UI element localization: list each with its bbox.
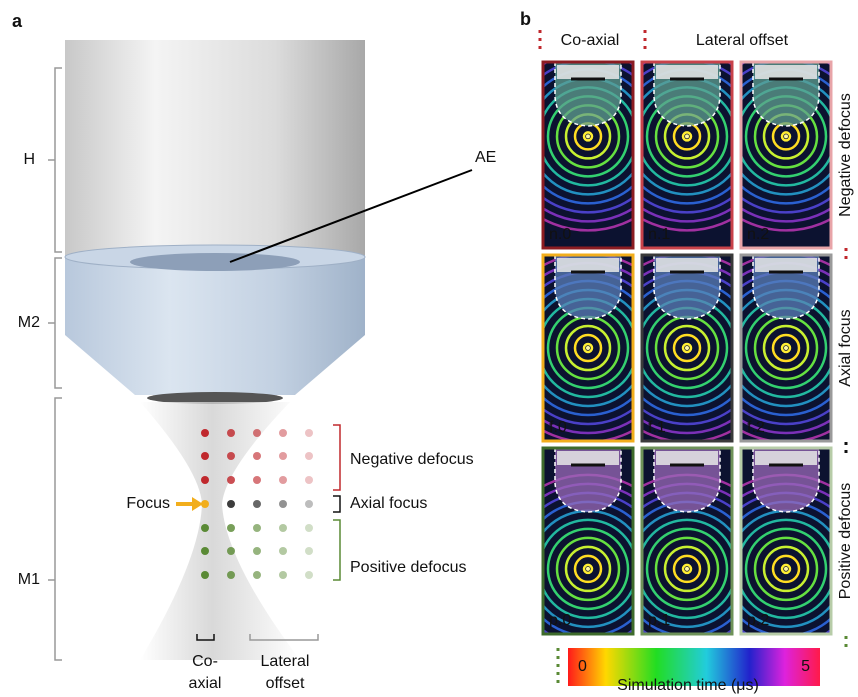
annotation: AE <box>475 149 496 166</box>
transducer-top <box>755 65 817 79</box>
transducer-top <box>656 258 718 272</box>
row-label: Positive defocus <box>350 559 467 576</box>
row-label: Negative defocus <box>350 451 474 468</box>
housing <box>65 40 365 255</box>
dot <box>201 429 209 437</box>
beam <box>140 402 300 660</box>
dot <box>227 547 235 555</box>
tile-label: f.0 <box>549 419 567 436</box>
focus-dot <box>586 567 590 571</box>
row-labels: Negative defocus Axial focus Positive defo… <box>333 425 474 580</box>
dot <box>305 524 313 532</box>
bracket <box>333 496 340 512</box>
bracket-label: H <box>23 151 35 168</box>
dot <box>279 571 287 579</box>
dot <box>227 524 235 532</box>
tile-label: n.1 <box>648 226 670 243</box>
tile-label: f.2 <box>747 419 765 436</box>
dot <box>253 452 261 460</box>
dot <box>227 571 235 579</box>
transducer-top <box>557 451 619 465</box>
dot <box>279 524 287 532</box>
tile-label: n.0 <box>549 226 571 243</box>
dot <box>279 500 287 508</box>
dot <box>227 476 235 484</box>
dot <box>201 524 209 532</box>
dot <box>253 476 261 484</box>
dot <box>279 476 287 484</box>
column-label: Lateral offset <box>696 32 789 49</box>
tile-label: p.2 <box>747 612 769 629</box>
column-label: offset <box>266 675 305 692</box>
bracket <box>333 520 340 580</box>
transducer-top <box>656 451 718 465</box>
column-label: axial <box>189 675 222 692</box>
dot <box>305 476 313 484</box>
focus-dot <box>784 567 788 571</box>
dot <box>253 571 261 579</box>
lens-cone <box>65 335 365 395</box>
bracket-label: M2 <box>18 314 40 331</box>
dot <box>201 452 209 460</box>
dot <box>253 547 261 555</box>
dot <box>227 452 235 460</box>
dot <box>201 500 209 508</box>
transducer-top <box>557 65 619 79</box>
transducer-top <box>557 258 619 272</box>
transducer-top <box>755 451 817 465</box>
row-label: Negative defocus <box>837 93 854 217</box>
focus-dot <box>586 346 590 350</box>
panel-label: b <box>520 9 531 29</box>
dot <box>227 429 235 437</box>
dot <box>279 429 287 437</box>
column-label: Co-axial <box>561 32 620 49</box>
dot <box>305 547 313 555</box>
dot <box>201 476 209 484</box>
focus-dot <box>685 567 689 571</box>
tile-label: p.0 <box>549 612 571 629</box>
focus-dot <box>784 134 788 138</box>
column-label: Co- <box>192 653 218 670</box>
dot <box>227 500 235 508</box>
dot <box>253 500 261 508</box>
colorbar-max: 5 <box>801 658 810 675</box>
focus-dot <box>685 134 689 138</box>
bracket-label: M1 <box>18 571 40 588</box>
colorbar-min: 0 <box>578 658 587 675</box>
dot <box>253 429 261 437</box>
brackets <box>48 68 62 660</box>
panel-label: a <box>12 11 23 31</box>
colorbar-title: Simulation time (μs) <box>617 677 759 694</box>
dot <box>201 547 209 555</box>
dot <box>279 452 287 460</box>
focus-dot <box>784 346 788 350</box>
aperture <box>130 253 300 271</box>
transducer-top <box>755 258 817 272</box>
tile-label: f.1 <box>648 419 666 436</box>
dot <box>201 571 209 579</box>
transducer-top <box>656 65 718 79</box>
focus-dot <box>685 346 689 350</box>
column-label: Lateral <box>261 653 310 670</box>
focus-dot <box>586 134 590 138</box>
tile-label: n.2 <box>747 226 769 243</box>
dot <box>253 524 261 532</box>
dot <box>305 429 313 437</box>
row-label: Axial focus <box>350 495 427 512</box>
tile-label: p.1 <box>648 612 670 629</box>
page: a H M2 M1 AE Focus Negative defocus Axial… <box>0 0 858 697</box>
figure: a H M2 M1 AE Focus Negative defocus Axial… <box>0 0 858 697</box>
dot <box>305 500 313 508</box>
bracket <box>333 425 340 490</box>
dot <box>279 547 287 555</box>
row-label: Positive defocus <box>837 483 854 600</box>
annotation: Focus <box>126 495 170 512</box>
tiles: n.0 n.1 n.2 f.0 f.1 f.2 p.0 p.1 p.2 Negative defo… <box>494 42 858 663</box>
row-label: Axial focus <box>837 309 854 386</box>
dot <box>305 452 313 460</box>
dot <box>305 571 313 579</box>
